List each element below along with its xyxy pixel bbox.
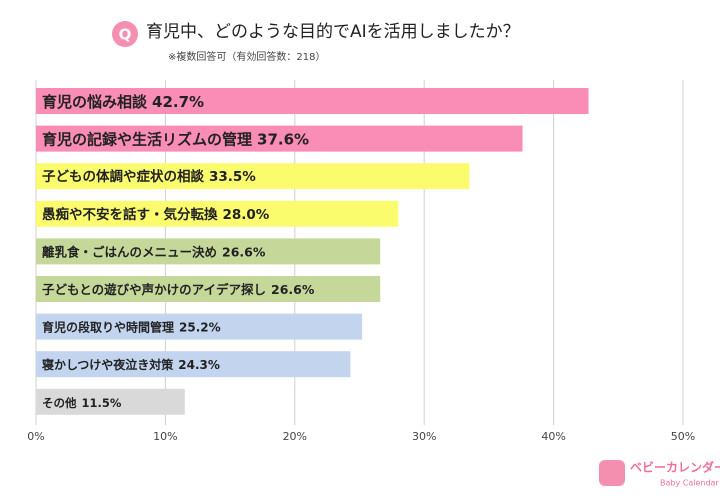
value-label: 26.6% [222, 244, 266, 259]
bar-label: 離乳食・ごはんのメニュー決め 26.6% [42, 244, 266, 259]
category-label: 育児の記録や生活リズムの管理 [42, 130, 252, 148]
logo-icon [599, 460, 625, 486]
x-tick-label: 40% [541, 430, 565, 443]
category-label: 子どもの体調や症状の相談 [42, 168, 204, 185]
value-label: 25.2% [179, 320, 221, 334]
value-label: 24.3% [178, 358, 220, 372]
bar-label: 育児の段取りや時間管理 25.2% [42, 319, 221, 334]
category-label: 育児の悩み相談 [42, 93, 148, 111]
bar-label: 子どもの体調や症状の相談 33.5% [42, 168, 256, 185]
bar-label: 寝かしつけや夜泣き対策 24.3% [42, 357, 220, 372]
bar [36, 125, 523, 152]
value-label: 26.6% [271, 282, 315, 297]
x-tick-label: 50% [671, 430, 695, 443]
bar [36, 276, 381, 302]
x-tick-label: 30% [412, 430, 436, 443]
logo-name: ベビーカレンダー [630, 460, 720, 475]
value-label: 33.5% [209, 169, 256, 185]
category-label: その他 [42, 395, 77, 409]
category-label: 育児の段取りや時間管理 [42, 319, 174, 334]
value-label: 11.5% [82, 395, 122, 409]
bar-label: 育児の悩み相談 42.7% [42, 93, 204, 111]
category-label: 子どもとの遊びや声かけのアイデア探し [42, 282, 266, 297]
bar [36, 200, 399, 227]
value-label: 42.7% [152, 93, 204, 111]
x-tick-label: 10% [153, 430, 177, 443]
x-tick-label: 20% [283, 430, 307, 443]
bar [36, 313, 363, 340]
badge-circle [112, 21, 138, 47]
value-label: 28.0% [223, 207, 270, 223]
bar [36, 163, 470, 190]
bar-label: その他 11.5% [42, 395, 122, 409]
chart-title: 育児中、どのような目的でAIを活用しましたか？ [146, 22, 520, 42]
bar-label: 育児の記録や生活リズムの管理 37.6% [42, 130, 309, 148]
category-label: 愚痴や不安を話す・気分転換 [42, 206, 218, 223]
subtitle: ※複数回答可（有効回答数：218） [168, 50, 325, 63]
bar-label: 愚痴や不安を話す・気分転換 28.0% [42, 206, 270, 223]
x-tick-label: 0% [27, 430, 44, 443]
category-label: 離乳食・ごはんのメニュー決め [42, 244, 217, 259]
bar [36, 388, 185, 415]
bar [36, 238, 381, 265]
category-label: 寝かしつけや夜泣き対策 [42, 357, 174, 372]
bar [36, 351, 351, 378]
badge: Q [119, 26, 132, 44]
bar [36, 88, 589, 114]
value-label: 37.6% [257, 130, 309, 148]
bar-label: 子どもとの遊びや声かけのアイデア探し 26.6% [42, 282, 315, 297]
logo-sub: Baby Calendar [660, 479, 719, 488]
